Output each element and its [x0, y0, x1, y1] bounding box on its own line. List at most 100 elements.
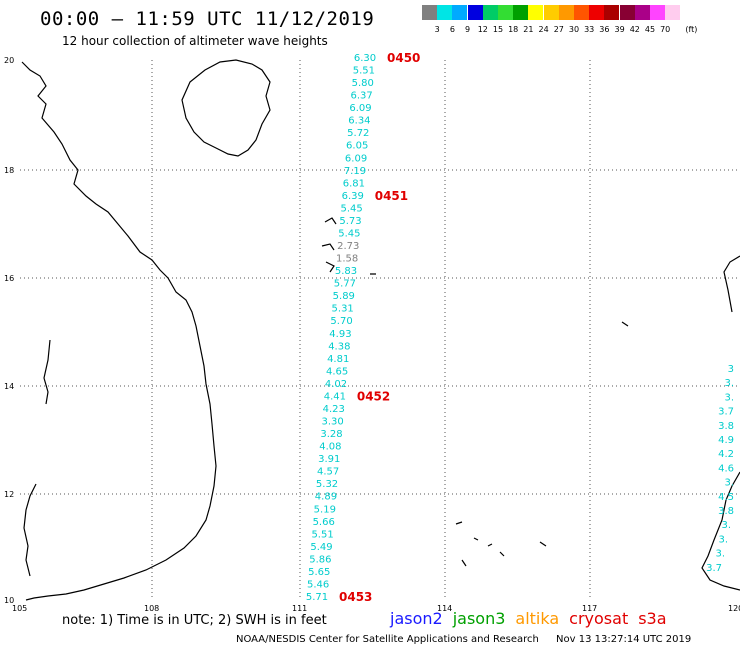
colorbar-swatch — [528, 5, 544, 20]
footer-timestamp: Nov 13 13:27:14 UTC 2019 — [556, 634, 692, 645]
swh-value: 4.41 — [324, 391, 346, 402]
footer: NOAA/NESDIS Center for Satellite Applica… — [236, 634, 691, 645]
swh-value: 5.77 — [334, 279, 356, 290]
swh-value-edge: 3. — [721, 520, 731, 531]
footer-org: NOAA/NESDIS Center for Satellite Applica… — [236, 634, 539, 645]
swh-value: 5.83 — [335, 266, 357, 277]
colorbar-swatch — [498, 5, 513, 20]
right-edge-track: 3 3. 3. 3.7 3.8 4.9 4.2 4.6 3. 4.5 3.8 3. 3. 3. 3.7 — [706, 364, 734, 574]
swh-value: 4.57 — [317, 467, 339, 478]
colorbar-swatch — [452, 5, 468, 20]
swh-value: 5.65 — [308, 567, 330, 578]
legend-altika: altika — [515, 609, 560, 628]
swh-value: 1.58 — [336, 254, 358, 265]
chart-title: 00:00 – 11:59 UTC 11/12/2019 — [40, 8, 375, 30]
swh-value-edge: 3. — [724, 392, 734, 403]
colorbar-swatch — [467, 5, 483, 20]
colorbar-label: 24 — [538, 25, 549, 34]
colorbar-swatch — [513, 5, 529, 20]
colorbar-swatch — [589, 5, 605, 20]
colorbar-label: 36 — [599, 25, 610, 34]
lat-label: 20 — [4, 56, 14, 65]
swh-value: 3.91 — [318, 454, 340, 465]
colorbar-swatch — [619, 5, 635, 20]
swh-value-edge: 3.7 — [706, 563, 722, 574]
swh-value: 4.81 — [327, 354, 349, 365]
swh-value: 5.73 — [339, 216, 361, 227]
lat-label: 12 — [4, 490, 14, 499]
swh-value-edge: 3. — [724, 378, 734, 389]
swh-value-edge: 4.5 — [718, 492, 734, 503]
colorbar-label: 39 — [614, 25, 625, 34]
swh-value: 5.71 — [306, 592, 328, 603]
altimeter-track: 6.305.515.806.376.096.345.726.056.097.19… — [306, 51, 421, 604]
colorbar-unit: (ft) — [685, 25, 698, 34]
swh-value: 5.51 — [311, 529, 333, 540]
swh-value: 6.05 — [346, 141, 368, 152]
swh-value: 4.65 — [326, 366, 348, 377]
legend-s3a: s3a — [638, 609, 667, 628]
swh-value: 5.32 — [316, 479, 338, 490]
colorbar-swatch — [482, 5, 498, 20]
pass-time-label: 0451 — [375, 189, 408, 203]
swh-value: 6.09 — [345, 153, 367, 164]
swh-value: 4.08 — [319, 442, 341, 453]
swh-value: 6.30 — [354, 53, 376, 64]
swh-value: 5.70 — [330, 316, 352, 327]
pass-time-label: 0452 — [357, 389, 390, 403]
colorbar-swatch — [634, 5, 650, 20]
graticule — [20, 60, 740, 600]
pass-time-label: 0453 — [339, 590, 372, 604]
philippines-coastline — [701, 255, 740, 591]
swh-value: 6.81 — [343, 178, 365, 189]
colorbar-label: 70 — [660, 25, 671, 34]
colorbar-swatch — [543, 5, 559, 20]
swh-value: 4.38 — [328, 341, 350, 352]
colorbar-label: 45 — [644, 25, 656, 34]
swh-value-edge: 4.9 — [718, 435, 734, 446]
lat-label: 10 — [4, 596, 14, 605]
swh-value: 7.19 — [344, 166, 366, 177]
swh-value: 6.09 — [349, 103, 371, 114]
lon-label: 117 — [582, 604, 597, 613]
lon-label: 114 — [437, 604, 452, 613]
colorbar-label: 27 — [553, 25, 564, 34]
swh-value: 3.28 — [320, 429, 342, 440]
chart-subtitle: 12 hour collection of altimeter wave hei… — [62, 34, 328, 48]
colorbar-swatch — [437, 5, 453, 20]
colorbar-label: 12 — [477, 25, 488, 34]
pass-time-label: 0450 — [387, 51, 420, 65]
swh-value-edge: 3. — [718, 534, 728, 545]
swh-value-edge: 4.6 — [718, 463, 734, 474]
swh-value-edge: 3 — [728, 364, 734, 375]
swh-value-edge: 3.8 — [718, 506, 734, 517]
swh-value: 5.51 — [353, 66, 375, 77]
lon-label: 105 — [12, 604, 27, 613]
swh-value: 3.30 — [321, 417, 343, 428]
lon-label: 120 — [728, 604, 740, 613]
swh-value-edge: 3.8 — [718, 421, 734, 432]
swh-value: 4.02 — [325, 379, 347, 390]
lat-label: 16 — [4, 274, 14, 283]
colorbar-swatch — [422, 5, 437, 20]
colorbar-label: 42 — [629, 25, 640, 34]
swh-value: 5.19 — [314, 504, 336, 515]
colorbar-label: 33 — [584, 25, 595, 34]
colorbar-label: 18 — [508, 25, 519, 34]
units-note: note: 1) Time is in UTC; 2) SWH is in fe… — [62, 613, 327, 628]
colorbar-label: 15 — [492, 25, 504, 34]
vietnam-coastline — [21, 61, 217, 601]
legend-cryosat: cryosat — [569, 609, 629, 628]
swh-value-edge: 4.2 — [718, 449, 734, 460]
spratly-islets — [455, 321, 629, 567]
swh-value: 5.89 — [333, 291, 355, 302]
lat-label: 14 — [4, 382, 14, 391]
swh-value: 5.49 — [310, 542, 332, 553]
swh-value: 2.73 — [337, 241, 359, 252]
swh-value: 6.34 — [348, 116, 370, 127]
lon-label: 108 — [144, 604, 159, 613]
satellite-legend: jason2 jason3 altika cryosat s3a — [390, 609, 677, 628]
colorbar-swatch — [604, 5, 620, 20]
colorbar-swatch — [650, 5, 665, 20]
